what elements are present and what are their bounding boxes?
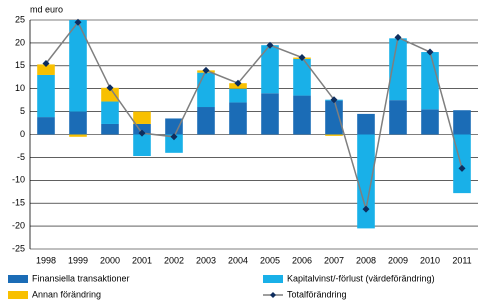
bar: [229, 88, 247, 103]
marker: [330, 96, 338, 104]
legend-swatch: [263, 275, 283, 283]
bar: [389, 100, 407, 135]
marker: [234, 79, 242, 87]
bar: [37, 74, 55, 118]
x-tick-label: 2010: [420, 255, 440, 265]
bar: [101, 101, 119, 124]
bar: [389, 38, 407, 101]
y-tick-label: 0: [20, 129, 25, 139]
x-tick-label: 2008: [356, 255, 376, 265]
bar: [357, 113, 375, 135]
legend-label: Kapitalvinst/-förlust (värdeförändring): [287, 273, 435, 283]
marker: [458, 164, 466, 172]
x-tick-label: 2011: [452, 255, 471, 265]
marker: [298, 54, 306, 62]
marker: [106, 84, 114, 92]
bar: [133, 134, 151, 157]
bar: [165, 134, 183, 153]
bar: [69, 134, 87, 137]
y-tick-label: -15: [12, 198, 25, 208]
bar: [37, 64, 55, 75]
marker: [202, 66, 210, 74]
bar: [261, 45, 279, 94]
y-axis-label: md euro: [30, 4, 63, 14]
legend-swatch: [8, 275, 28, 283]
x-tick-label: 2004: [228, 255, 248, 265]
bar: [421, 109, 439, 135]
legend-swatch: [8, 291, 28, 299]
marker: [42, 60, 50, 68]
x-tick-label: 2006: [292, 255, 312, 265]
y-tick-label: 25: [15, 14, 25, 24]
marker: [266, 41, 274, 49]
marker: [394, 33, 402, 41]
x-tick-label: 2000: [100, 255, 120, 265]
x-tick-label: 1999: [68, 255, 88, 265]
bar: [165, 118, 183, 135]
x-tick-label: 2003: [196, 255, 216, 265]
bar: [101, 87, 119, 102]
bar: [421, 52, 439, 110]
x-tick-label: 2005: [260, 255, 280, 265]
bar: [261, 93, 279, 135]
bar: [453, 134, 471, 194]
legend-label: Finansiella transaktioner: [32, 273, 130, 283]
legend-label: Annan förändring: [32, 289, 101, 299]
x-tick-label: 1998: [36, 255, 56, 265]
line: [45, 20, 463, 210]
y-tick-label: -20: [12, 220, 25, 230]
y-tick-label: 10: [15, 83, 25, 93]
legend-swatch: [270, 292, 276, 298]
x-tick-label: 2009: [388, 255, 408, 265]
legend-label: Totalförändring: [287, 289, 347, 299]
y-tick-label: 5: [20, 106, 25, 116]
y-tick-label: 15: [15, 60, 25, 70]
marker: [426, 48, 434, 56]
bar: [357, 134, 375, 229]
bar: [293, 95, 311, 135]
bar: [37, 117, 55, 135]
y-tick-label: -10: [12, 175, 25, 185]
bar: [69, 111, 87, 135]
bar: [133, 111, 151, 124]
bar: [293, 58, 311, 96]
bar: [133, 123, 151, 135]
marker: [170, 133, 178, 141]
y-tick-label: 20: [15, 37, 25, 47]
x-tick-label: 2001: [132, 255, 152, 265]
x-tick-label: 2002: [164, 255, 184, 265]
y-tick-label: -5: [17, 152, 25, 162]
bar: [325, 100, 343, 135]
bar: [325, 134, 343, 136]
bar: [101, 123, 119, 135]
marker: [74, 18, 82, 26]
bar: [229, 102, 247, 135]
bar: [453, 110, 471, 135]
marker: [362, 205, 370, 213]
y-tick-label: -25: [12, 243, 25, 253]
bar: [69, 20, 87, 112]
bar: [197, 72, 215, 108]
x-tick-label: 2007: [324, 255, 344, 265]
marker: [138, 129, 146, 137]
bar: [197, 107, 215, 135]
